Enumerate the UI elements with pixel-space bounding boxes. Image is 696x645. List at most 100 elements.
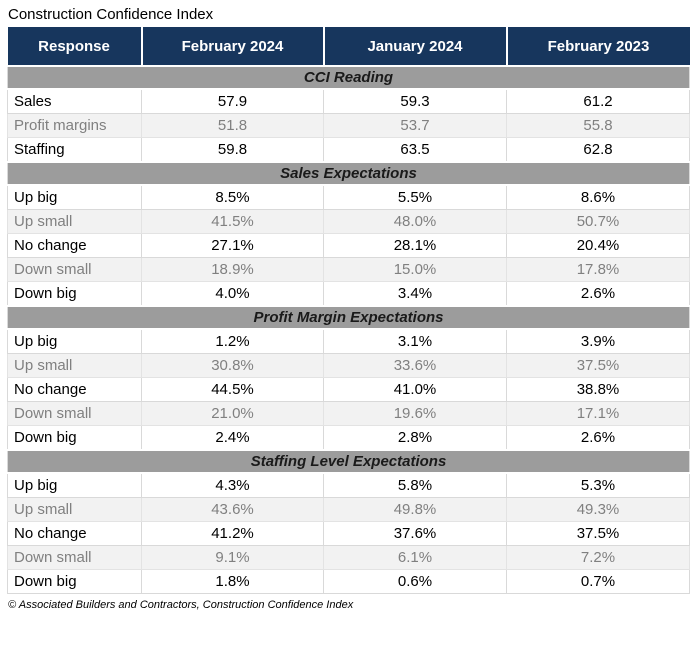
cell-value: 5.3% bbox=[506, 472, 690, 498]
cell-value: 49.8% bbox=[323, 497, 507, 522]
table-row: Up small 43.6% 49.8% 49.3% bbox=[7, 497, 690, 522]
table-row: No change 27.1% 28.1% 20.4% bbox=[7, 233, 690, 258]
cell-value: 30.8% bbox=[141, 353, 324, 378]
cell-value: 18.9% bbox=[141, 257, 324, 282]
row-label: Up big bbox=[7, 184, 142, 210]
table-row: Down big 1.8% 0.6% 0.7% bbox=[7, 569, 690, 594]
cell-value: 37.6% bbox=[323, 521, 507, 546]
cell-value: 15.0% bbox=[323, 257, 507, 282]
cell-value: 33.6% bbox=[323, 353, 507, 378]
row-label: No change bbox=[7, 521, 142, 546]
cell-value: 4.3% bbox=[141, 472, 324, 498]
cell-value: 4.0% bbox=[141, 281, 324, 307]
row-label: Down small bbox=[7, 401, 142, 426]
table-row: Up big 8.5% 5.5% 8.6% bbox=[7, 184, 690, 210]
table-row: No change 44.5% 41.0% 38.8% bbox=[7, 377, 690, 402]
cell-value: 55.8 bbox=[506, 113, 690, 138]
table-row: Staffing 59.8 63.5 62.8 bbox=[7, 137, 690, 163]
cell-value: 5.5% bbox=[323, 184, 507, 210]
section-header: Sales Expectations bbox=[7, 161, 690, 186]
cell-value: 59.8 bbox=[141, 137, 324, 163]
cell-value: 2.6% bbox=[506, 281, 690, 307]
column-header: January 2024 bbox=[322, 27, 507, 66]
table-row: No change 41.2% 37.6% 37.5% bbox=[7, 521, 690, 546]
row-label: Down big bbox=[7, 569, 142, 594]
table-row: Sales 57.9 59.3 61.2 bbox=[7, 88, 690, 114]
table-row: Profit margins 51.8 53.7 55.8 bbox=[7, 113, 690, 138]
cell-value: 3.9% bbox=[506, 328, 690, 354]
cell-value: 41.2% bbox=[141, 521, 324, 546]
row-label: No change bbox=[7, 377, 142, 402]
cell-value: 2.6% bbox=[506, 425, 690, 451]
table-row: Down small 21.0% 19.6% 17.1% bbox=[7, 401, 690, 426]
cell-value: 51.8 bbox=[141, 113, 324, 138]
row-label: Down small bbox=[7, 257, 142, 282]
row-label: Up small bbox=[7, 209, 142, 234]
cell-value: 57.9 bbox=[141, 88, 324, 114]
header-row: Response February 2024 January 2024 Februar… bbox=[7, 27, 690, 66]
cell-value: 28.1% bbox=[323, 233, 507, 258]
row-label: Sales bbox=[7, 88, 142, 114]
table-row: Down big 4.0% 3.4% 2.6% bbox=[7, 281, 690, 307]
table-body: CCI Reading Sales 57.9 59.3 61.2 Profit margi… bbox=[7, 65, 690, 594]
row-label: Down big bbox=[7, 425, 142, 451]
row-label: No change bbox=[7, 233, 142, 258]
table-row: Up small 41.5% 48.0% 50.7% bbox=[7, 209, 690, 234]
row-label: Up big bbox=[7, 472, 142, 498]
source-attribution: © Associated Builders and Contractors, C… bbox=[8, 599, 354, 611]
section-header: Profit Margin Expectations bbox=[7, 305, 690, 330]
column-header: February 2023 bbox=[505, 27, 690, 66]
cell-value: 37.5% bbox=[506, 521, 690, 546]
section-row: Staffing Level Expectations bbox=[7, 449, 690, 474]
cell-value: 3.4% bbox=[323, 281, 507, 307]
cell-value: 53.7 bbox=[323, 113, 507, 138]
cell-value: 27.1% bbox=[141, 233, 324, 258]
cell-value: 0.7% bbox=[506, 569, 690, 594]
cell-value: 0.6% bbox=[323, 569, 507, 594]
cell-value: 44.5% bbox=[141, 377, 324, 402]
cell-value: 61.2 bbox=[506, 88, 690, 114]
cell-value: 20.4% bbox=[506, 233, 690, 258]
cell-value: 43.6% bbox=[141, 497, 324, 522]
cell-value: 9.1% bbox=[141, 545, 324, 570]
table-row: Up big 4.3% 5.8% 5.3% bbox=[7, 472, 690, 498]
cell-value: 2.8% bbox=[323, 425, 507, 451]
section-row: Profit Margin Expectations bbox=[7, 305, 690, 330]
row-label: Up small bbox=[7, 497, 142, 522]
cell-value: 41.0% bbox=[323, 377, 507, 402]
cell-value: 1.8% bbox=[141, 569, 324, 594]
table-row: Down big 2.4% 2.8% 2.6% bbox=[7, 425, 690, 451]
cell-value: 17.8% bbox=[506, 257, 690, 282]
table-row: Up small 30.8% 33.6% 37.5% bbox=[7, 353, 690, 378]
cell-value: 8.5% bbox=[141, 184, 324, 210]
cell-value: 3.1% bbox=[323, 328, 507, 354]
cell-value: 49.3% bbox=[506, 497, 690, 522]
table-row: Down small 18.9% 15.0% 17.8% bbox=[7, 257, 690, 282]
cell-value: 63.5 bbox=[323, 137, 507, 163]
row-label: Staffing bbox=[7, 137, 142, 163]
section-header: CCI Reading bbox=[7, 65, 690, 90]
cell-value: 62.8 bbox=[506, 137, 690, 163]
cell-value: 8.6% bbox=[506, 184, 690, 210]
cell-value: 2.4% bbox=[141, 425, 324, 451]
cell-value: 59.3 bbox=[323, 88, 507, 114]
section-header: Staffing Level Expectations bbox=[7, 449, 690, 474]
cell-value: 41.5% bbox=[141, 209, 324, 234]
section-row: CCI Reading bbox=[7, 65, 690, 90]
cell-value: 50.7% bbox=[506, 209, 690, 234]
table-row: Up big 1.2% 3.1% 3.9% bbox=[7, 328, 690, 354]
cell-value: 37.5% bbox=[506, 353, 690, 378]
row-label: Down big bbox=[7, 281, 142, 307]
cci-table: Response February 2024 January 2024 Februar… bbox=[7, 27, 690, 594]
cell-value: 21.0% bbox=[141, 401, 324, 426]
page-title: Construction Confidence Index bbox=[8, 6, 214, 23]
cell-value: 1.2% bbox=[141, 328, 324, 354]
cell-value: 38.8% bbox=[506, 377, 690, 402]
row-label: Down small bbox=[7, 545, 142, 570]
cell-value: 17.1% bbox=[506, 401, 690, 426]
row-label: Profit margins bbox=[7, 113, 142, 138]
section-row: Sales Expectations bbox=[7, 161, 690, 186]
column-header: February 2024 bbox=[140, 27, 324, 66]
row-label: Up big bbox=[7, 328, 142, 354]
